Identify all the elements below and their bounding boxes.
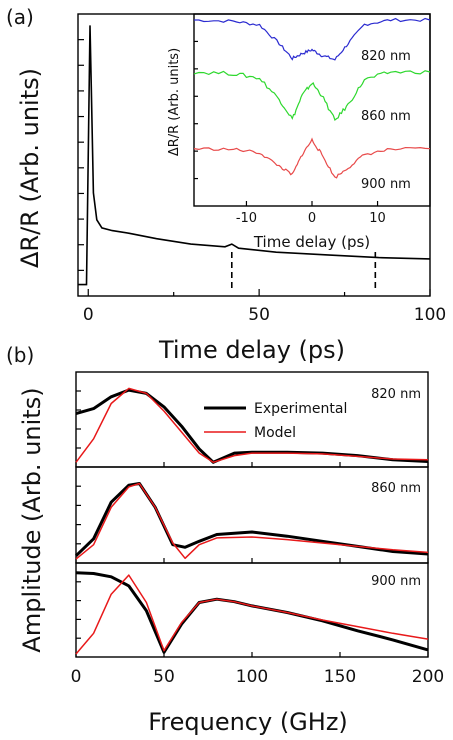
panel-b-xtick-label: 0 [71,667,82,687]
panel-b-label: (b) [6,343,34,367]
inset-label-820: 820 nm [361,49,411,64]
panel-b-xtick-label: 150 [324,667,356,687]
panel-a-xlabel: Time delay (ps) [158,336,345,364]
inset-series-820-nm [194,17,431,61]
panel-a-label: (a) [6,5,34,29]
panel-b-xtick-label: 200 [412,667,444,687]
panel-b-model-2 [75,482,429,560]
subpanel-900-label: 900 nm [371,574,421,589]
panel-b-xtick-label: 50 [153,667,175,687]
panel-b-xtick-label: 100 [236,667,268,687]
panel-a-ylabel: ΔR/R (Arb. units) [16,68,44,268]
inset-xtick-label: 10 [369,211,386,226]
panel-a-xtick-label: 0 [83,305,94,325]
panel-b-model-1 [75,387,429,464]
inset-xtick-label: 0 [308,211,316,226]
inset-label-860: 860 nm [361,109,411,124]
inset-ylabel: ΔR/R (Arb. units) [167,48,182,156]
inset-xtick-label: -10 [236,211,257,226]
subpanel-860-label: 860 nm [371,481,421,496]
panel-a-xtick-label: 100 [414,305,446,325]
legend-experimental-label: Experimental [254,401,347,417]
panel-b: 0 50 100 150 200 [71,371,444,687]
panel-b-model-3 [75,574,429,655]
inset-label-900: 900 nm [361,177,411,192]
legend-model-label: Model [254,425,296,441]
panel-b-experimental-1 [75,388,429,464]
panel-a-xtick-label: 50 [248,305,270,325]
panel-b-ylabel: Amplitude (Arb. units) [18,387,46,652]
inset-series-900-nm [193,137,431,179]
panel-a-inset: -10 0 10 [193,13,431,226]
inset-series-860-nm [193,70,431,122]
inset-xlabel: Time delay (ps) [253,233,370,251]
panel-b-experimental-2 [74,482,429,557]
panel-b-xlabel: Frequency (GHz) [148,708,348,736]
panel-a-trace [78,25,431,286]
subpanel-820-label: 820 nm [371,387,421,402]
